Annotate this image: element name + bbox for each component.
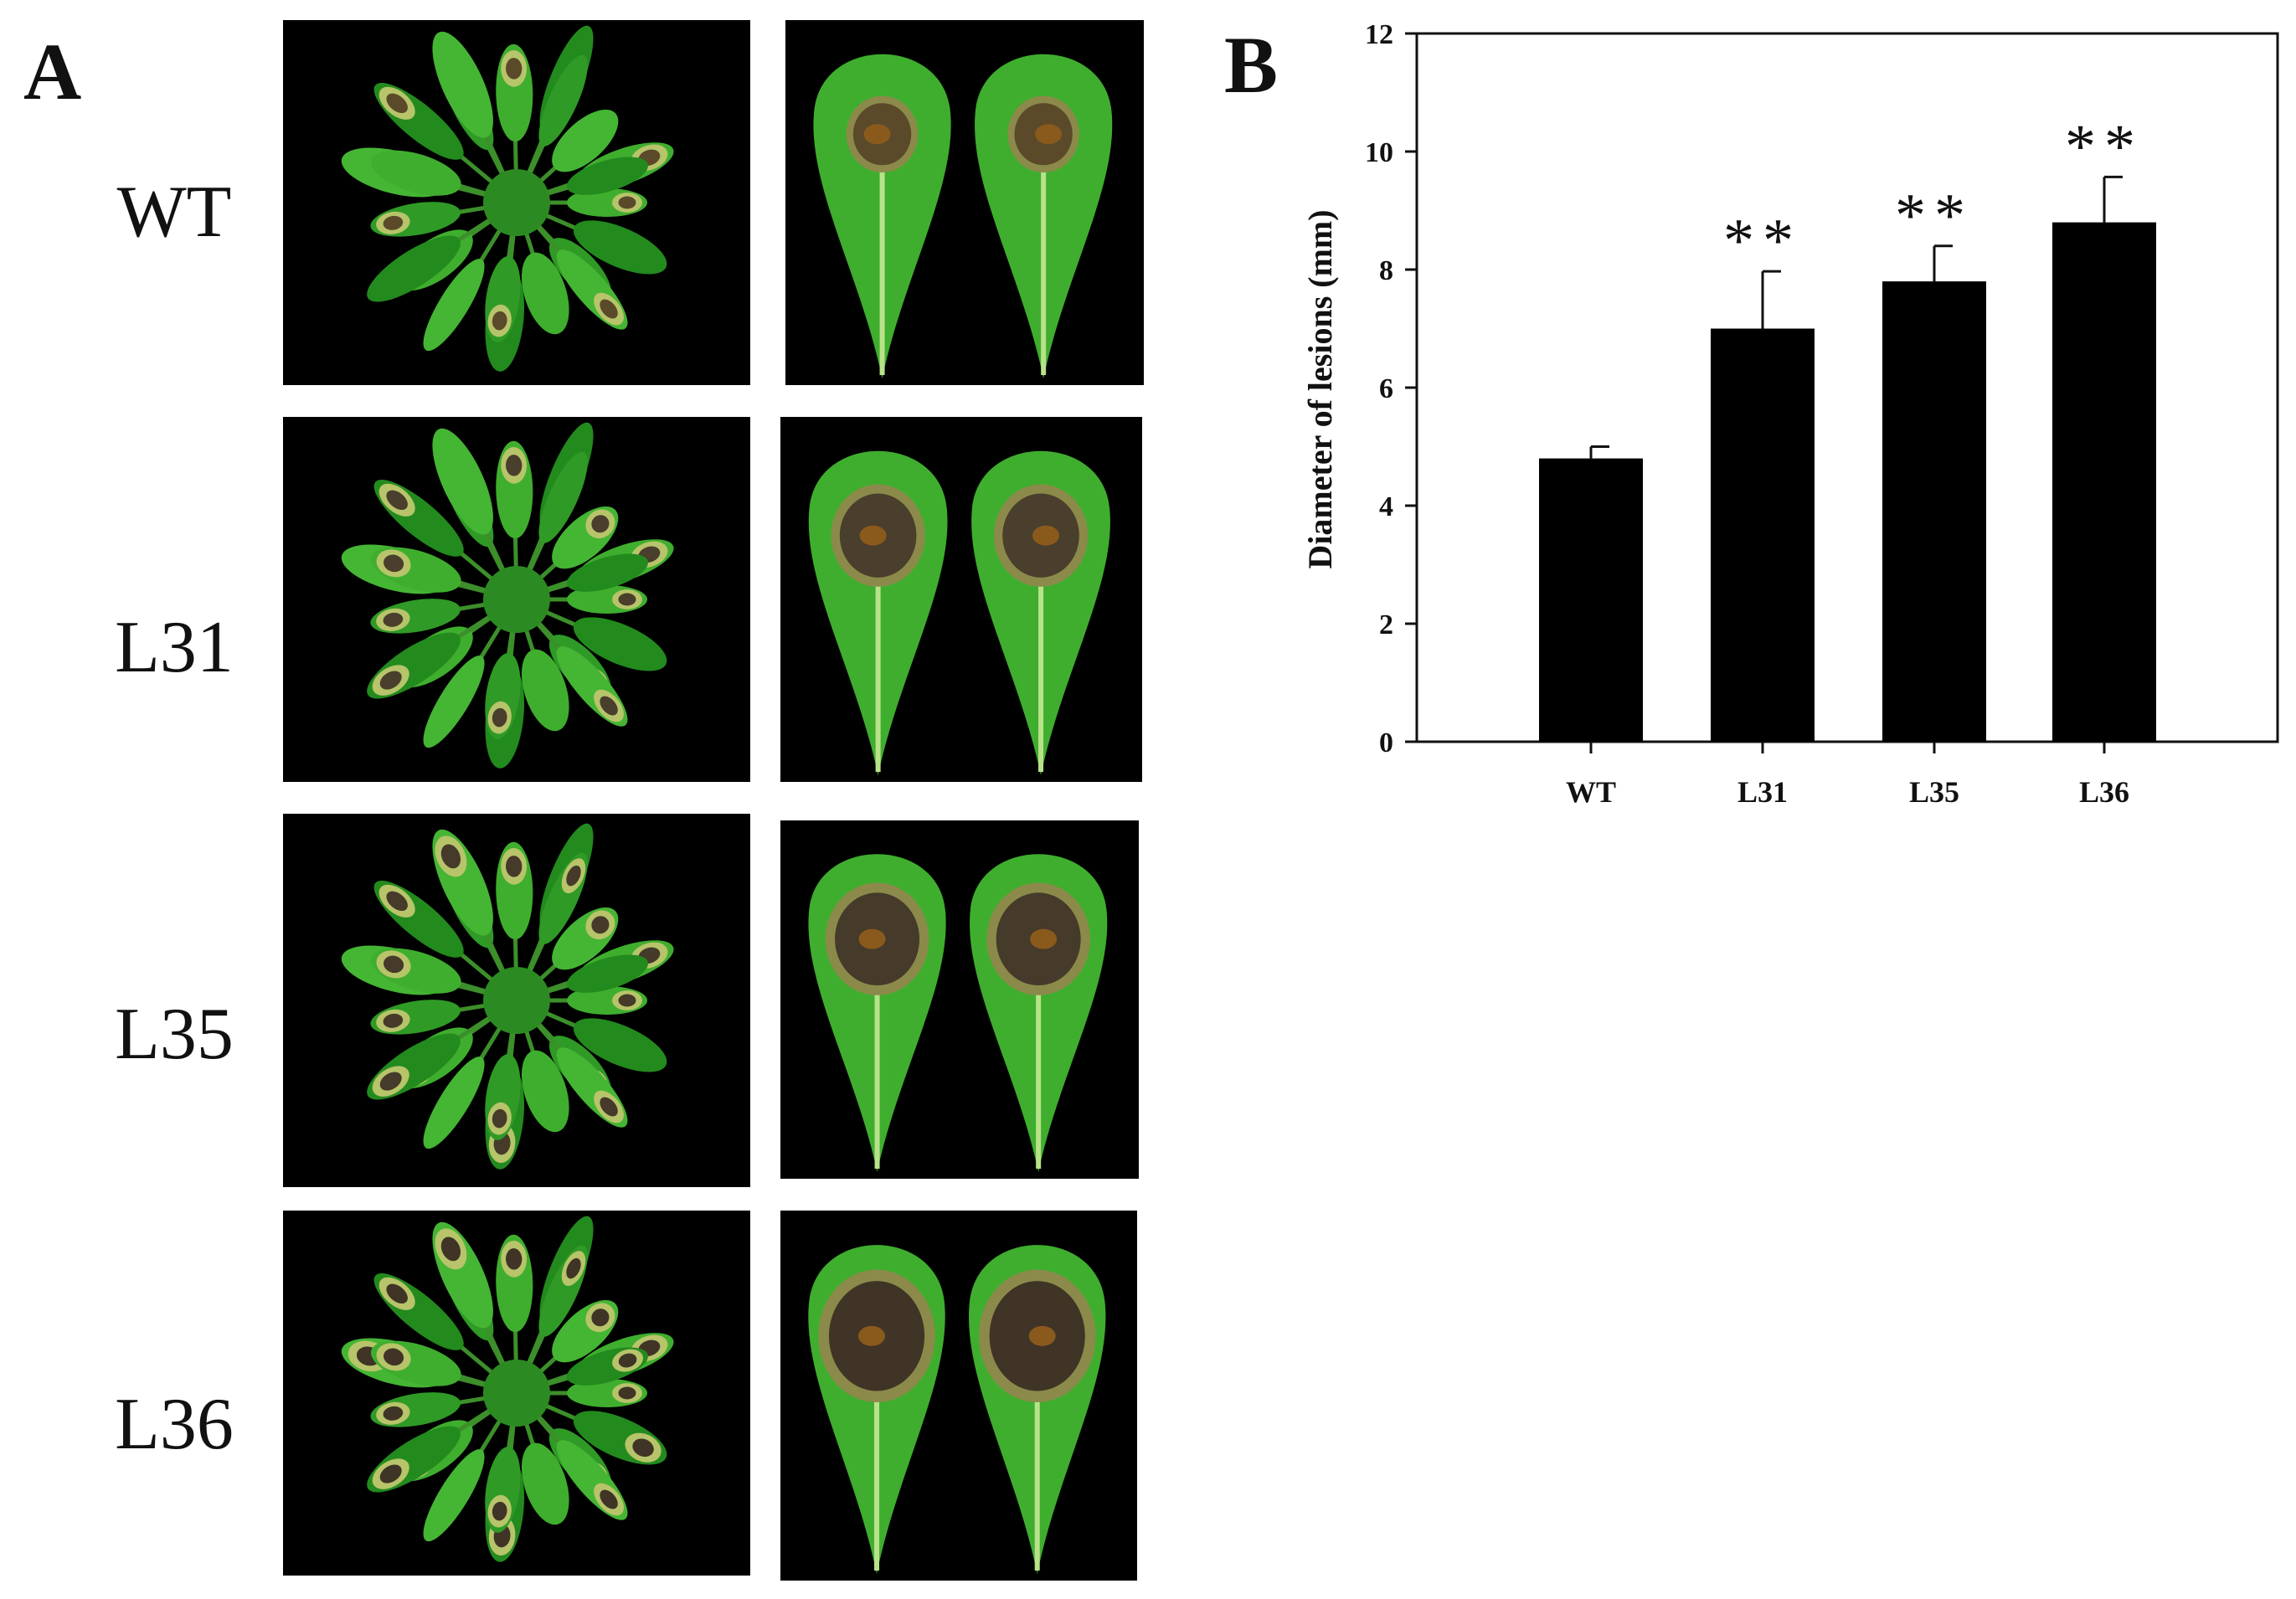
panel-a-letter: A [23,27,82,116]
rosette-leaf [370,200,517,237]
detached-leaf [970,854,1108,1172]
y-axis-label: Diameter of lesions (mm) [1301,209,1339,568]
row-label-l31: L31 [115,607,234,688]
rosette-leaf [370,547,517,602]
rosette-leaf [370,597,517,634]
rosette-leaf [517,188,647,217]
leaf-photo-l31 [780,417,1142,782]
detached-leaf [813,54,951,378]
bar-l31 [1711,328,1815,742]
rosette-leaf [496,1234,533,1394]
detached-leaf [969,1245,1106,1574]
row-label-l35: L35 [115,994,234,1075]
rosette-photo-l35 [283,814,750,1187]
rosette-leaf [370,1391,517,1427]
x-tick-label-l31: L31 [1737,775,1788,809]
y-tick-label-10: 10 [1365,137,1393,168]
bar-l35 [1882,281,1986,743]
rosette-leaf [517,1379,647,1407]
x-tick-label-l35: L35 [1909,775,1959,809]
rosette-leaf [485,1392,521,1533]
rosette-leaf [496,841,533,1001]
leaf-photo-l36 [780,1211,1137,1581]
rosette-center [483,566,550,633]
row-label-wt: WT [116,172,232,253]
rosette-leaf [515,1299,619,1395]
rosette-leaf [515,907,619,1002]
row-label-l36: L36 [115,1384,234,1465]
x-tick-label-l36: L36 [2079,775,2129,809]
rosette-leaf [485,599,521,739]
significance-l36: ** [2065,112,2144,181]
rosette-leaf [515,598,628,727]
rosette-leaf [432,1221,519,1395]
rosette-leaf [370,998,517,1035]
significance-l31: ** [1723,207,1802,275]
y-tick-label-8: 8 [1379,255,1393,286]
detached-leaf [808,450,948,775]
detached-leaf [971,450,1110,775]
rosette-leaf [515,1391,628,1520]
rosette-photo-l31 [283,417,750,782]
y-tick-label-2: 2 [1379,609,1393,640]
rosette-leaf [367,998,518,1100]
bar-l36 [2052,222,2156,743]
y-tick-label-4: 4 [1379,491,1393,522]
rosette-center [483,1360,550,1427]
rosette-leaf [370,948,517,1003]
y-tick-label-12: 12 [1365,19,1393,50]
y-tick-label-6: 6 [1379,373,1393,404]
bar-wt [1539,458,1643,742]
rosette-center [483,967,550,1034]
leaf-photo-l35 [780,820,1139,1179]
rosette-center [483,169,550,236]
rosette-leaf [517,585,647,614]
rosette-leaf [496,440,533,600]
leaf-photo-wt [785,20,1144,385]
panel-b-letter: B [1224,20,1279,110]
detached-leaf [808,1245,945,1574]
significance-l35: ** [1895,182,1974,250]
detached-leaf [975,54,1113,378]
rosette-photo-l36 [283,1211,750,1576]
x-tick-label-wt: WT [1566,775,1616,809]
y-tick-label-0: 0 [1379,728,1393,758]
rosette-photo-wt [283,20,750,385]
rosette-leaf [516,1391,667,1465]
detached-leaf [808,854,946,1172]
